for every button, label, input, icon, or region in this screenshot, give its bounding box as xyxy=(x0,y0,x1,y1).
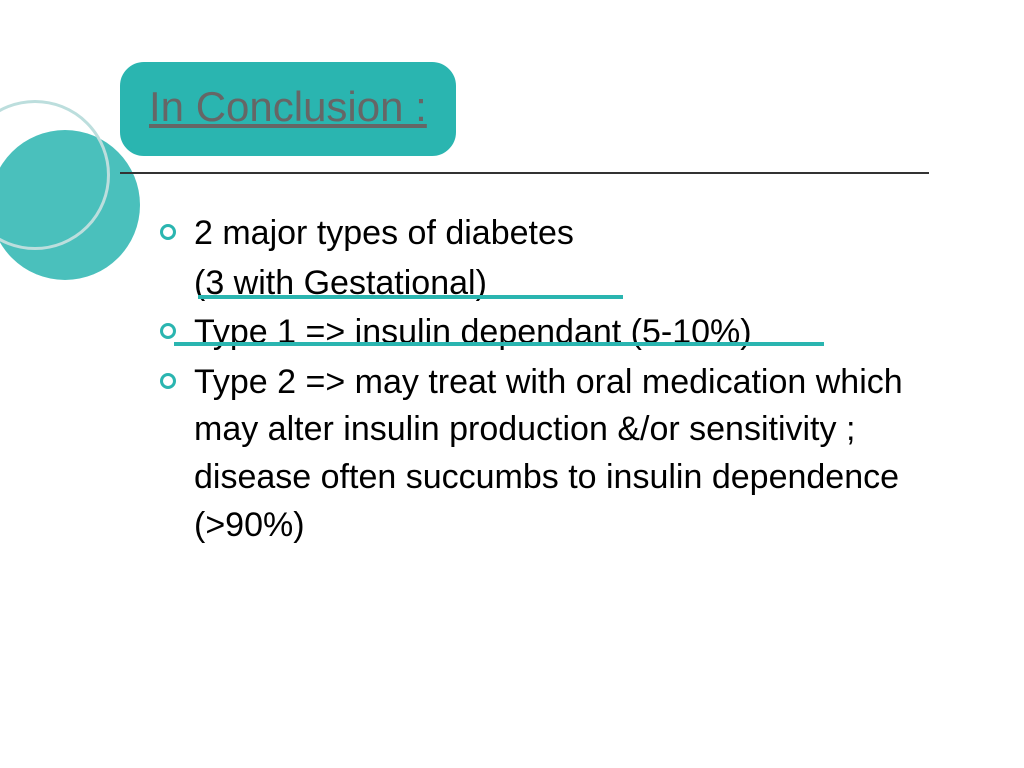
bullet-item-1: 2 major types of diabetes xyxy=(160,210,929,258)
slide-title: In Conclusion : xyxy=(149,83,427,130)
highlight-underline-1 xyxy=(198,295,623,299)
bullet-subtext-1: (3 with Gestational) xyxy=(194,260,929,308)
bullet-item-3: Type 2 => may treat with oral medication… xyxy=(160,359,929,549)
bullet-item-2: Type 1 => insulin dependant (5-10%) xyxy=(160,309,929,357)
decorative-circles xyxy=(0,100,130,300)
title-container: In Conclusion : xyxy=(120,62,456,156)
bullet-text-3: Type 2 => may treat with oral medication… xyxy=(194,359,929,549)
bullet-icon xyxy=(160,323,176,339)
title-badge: In Conclusion : xyxy=(120,62,456,156)
bullet-text-1: 2 major types of diabetes xyxy=(194,210,574,258)
bullet-text-2: Type 1 => insulin dependant (5-10%) xyxy=(194,309,752,357)
bullet-icon xyxy=(160,224,176,240)
content-area: 2 major types of diabetes (3 with Gestat… xyxy=(160,210,929,551)
bullet-icon xyxy=(160,373,176,389)
title-underline xyxy=(120,172,929,174)
highlight-underline-2 xyxy=(174,342,824,346)
